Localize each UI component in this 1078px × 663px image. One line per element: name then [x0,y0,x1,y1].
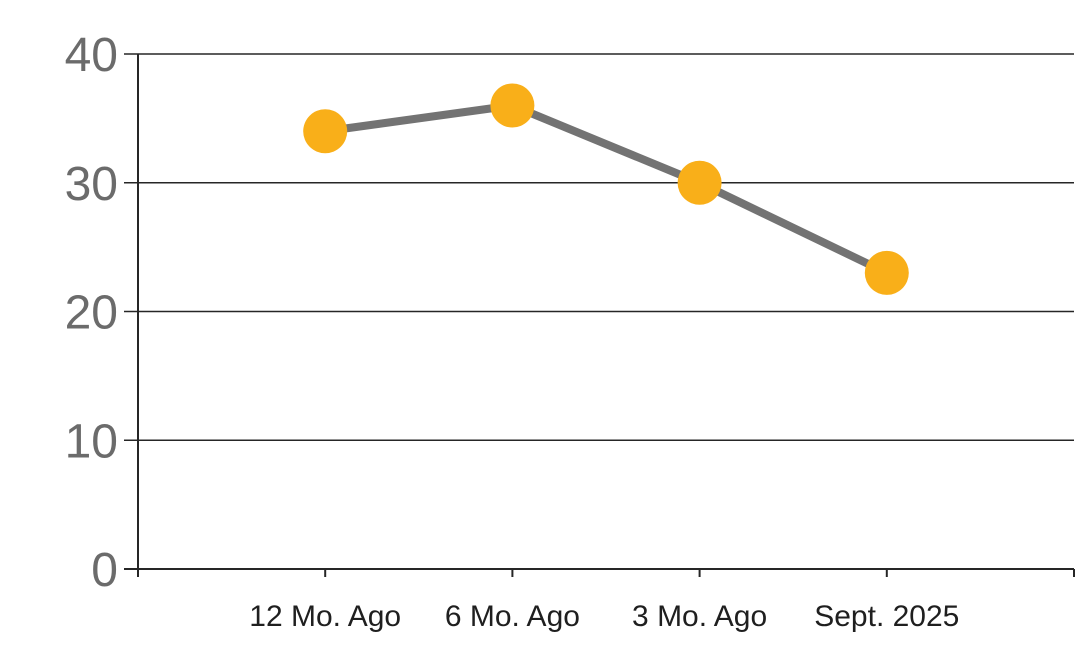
y-axis-tick-label: 10 [65,415,118,468]
x-axis-category-label: 6 Mo. Ago [445,600,580,633]
y-axis-tick-label: 30 [65,158,118,211]
y-axis-tick-label: 20 [65,287,118,340]
data-point-marker [864,250,909,295]
y-axis-tick-label: 40 [65,29,118,82]
data-point-marker [303,109,348,154]
x-axis-category-label: 3 Mo. Ago [632,600,767,633]
data-point-marker [677,160,722,205]
x-axis-category-label: Sept. 2025 [814,600,959,633]
data-point-marker [490,83,535,128]
x-axis-category-label: 12 Mo. Ago [249,600,401,633]
data-line [321,101,891,277]
y-axis-tick-label: 0 [91,544,118,597]
